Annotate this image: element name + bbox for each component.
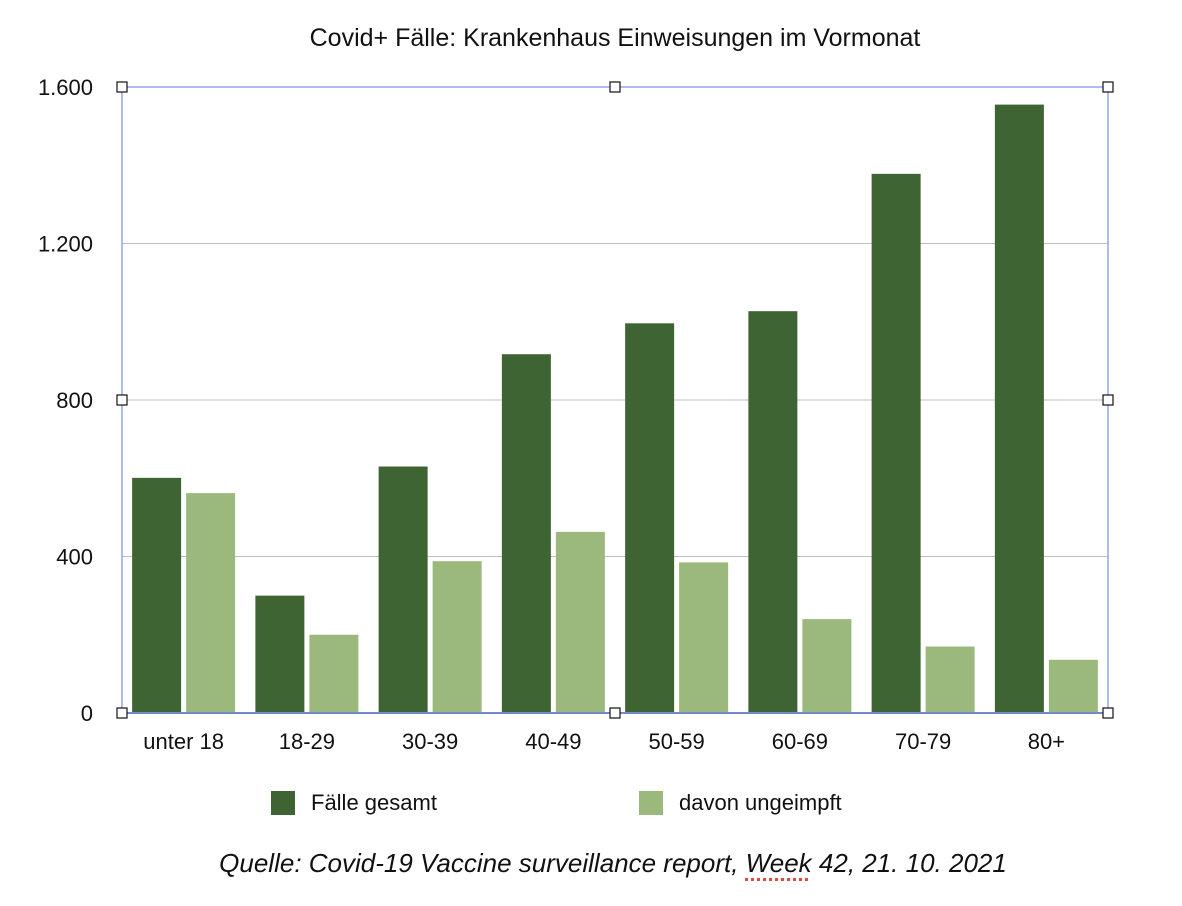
y-tick-label: 1.600 [38, 75, 93, 100]
x-tick-label: 70-79 [895, 729, 951, 754]
selection-handle [1102, 394, 1114, 406]
x-tick-label: unter 18 [143, 729, 224, 754]
bar-series-1 [871, 173, 921, 714]
bar-series-2 [925, 646, 975, 713]
bar-series-2 [555, 531, 605, 713]
selection-handle [116, 81, 128, 93]
bar-series-1 [625, 323, 675, 713]
y-tick-label: 1.200 [38, 232, 93, 257]
y-tick-label: 800 [56, 388, 93, 413]
legend: Fälle gesamt davon ungeimpft [0, 790, 1182, 824]
legend-swatch-series-2 [639, 791, 663, 815]
x-tick-label: 60-69 [772, 729, 828, 754]
legend-label-series-2: davon ungeimpft [679, 790, 842, 815]
selection-handle [1102, 707, 1114, 719]
legend-swatch-series-1 [271, 791, 295, 815]
selection-handle [609, 81, 621, 93]
bar-series-2 [432, 561, 482, 713]
selection-handle [116, 394, 128, 406]
source-note: Quelle: Covid-19 Vaccine surveillance re… [0, 848, 1182, 879]
bar-series-1 [748, 311, 798, 713]
bar-series-1 [132, 477, 182, 713]
legend-label-series-1: Fälle gesamt [311, 790, 437, 815]
bar-series-2 [309, 634, 359, 713]
x-tick-label: 40-49 [525, 729, 581, 754]
legend-item-series-2: davon ungeimpft [639, 790, 842, 816]
y-tick-label: 400 [56, 545, 93, 570]
bar-series-1 [994, 104, 1044, 713]
x-tick-label: 80+ [1028, 729, 1065, 754]
bar-series-1 [501, 354, 551, 713]
legend-item-series-1: Fälle gesamt [271, 790, 437, 816]
bar-series-1 [255, 595, 305, 713]
bar-series-2 [1048, 659, 1098, 713]
source-prefix: Quelle: Covid-19 Vaccine surveillance re… [219, 848, 746, 878]
x-tick-label: 30-39 [402, 729, 458, 754]
source-flagged-word: Week [745, 848, 812, 878]
bar-series-2 [679, 562, 729, 713]
source-suffix: 42, 21. 10. 2021 [811, 848, 1007, 878]
bar-series-2 [186, 493, 236, 713]
selection-handle [1102, 81, 1114, 93]
bar-series-1 [378, 466, 428, 713]
chart-title: Covid+ Fälle: Krankenhaus Einweisungen i… [309, 24, 921, 52]
y-tick-label: 0 [81, 701, 93, 726]
selection-handle [609, 707, 621, 719]
selection-handle [116, 707, 128, 719]
bar-series-2 [802, 619, 852, 713]
x-tick-label: 50-59 [648, 729, 704, 754]
x-tick-label: 18-29 [279, 729, 335, 754]
